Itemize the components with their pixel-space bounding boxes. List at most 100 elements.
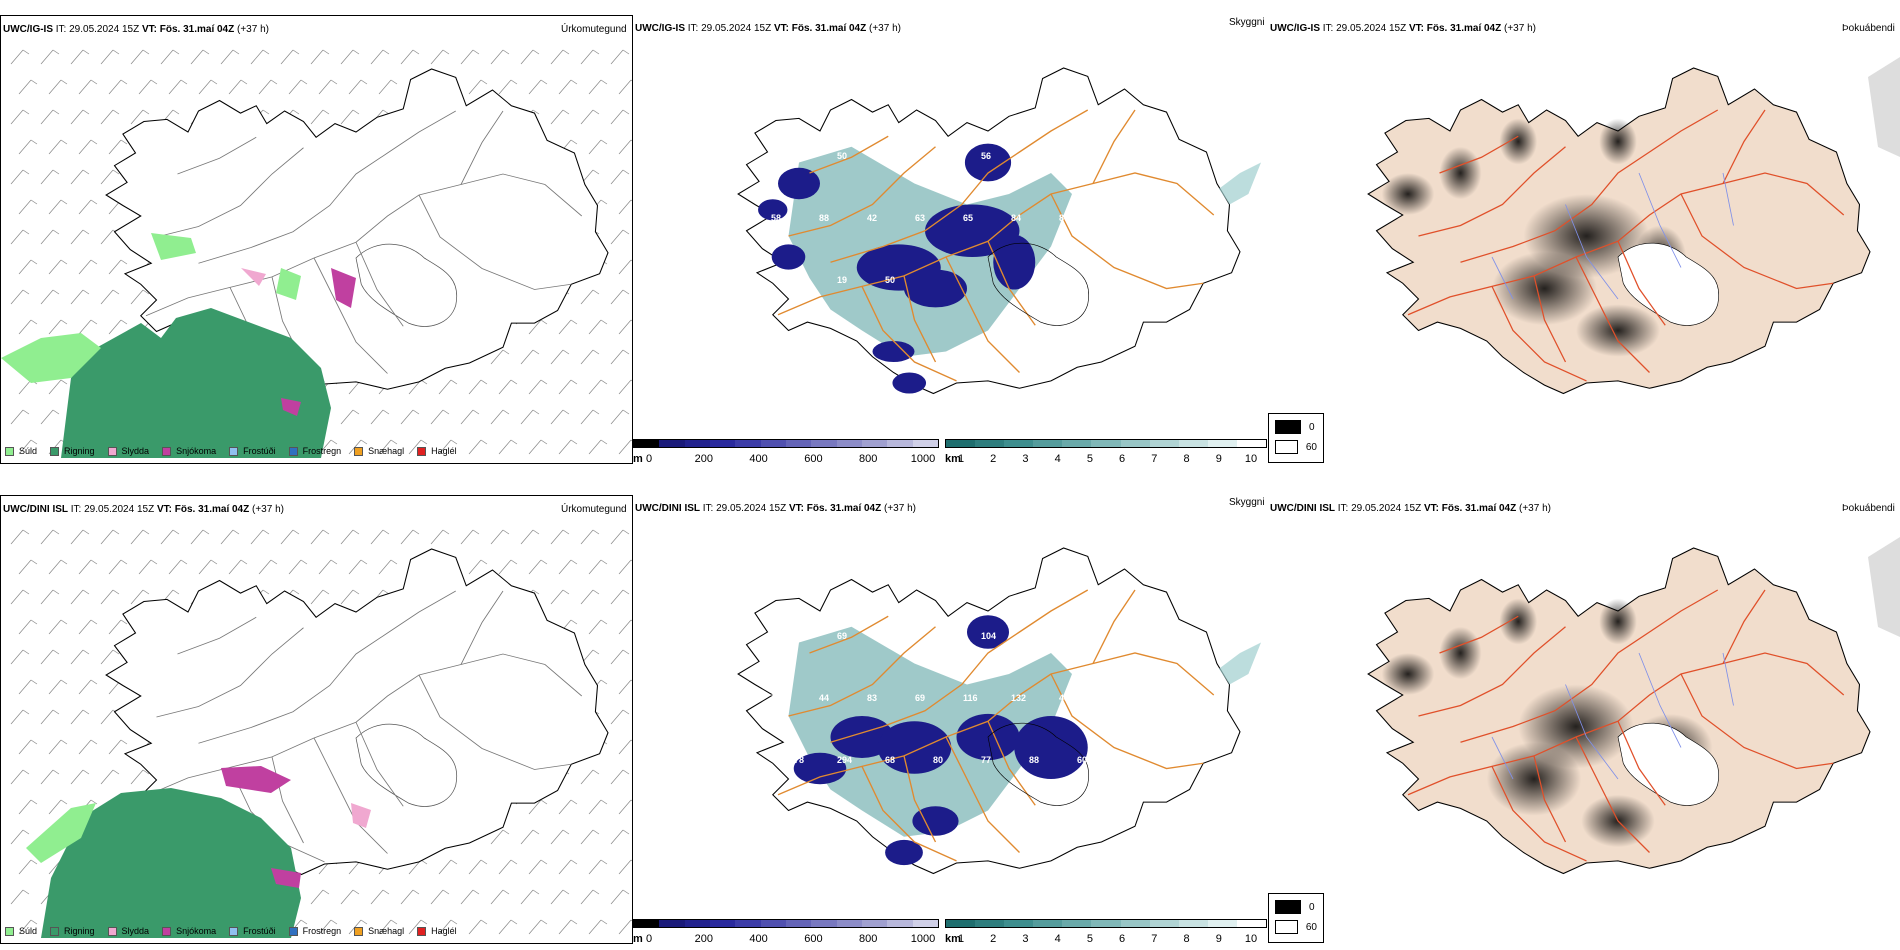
panel-title: UWC/IG-IS IT: 29.05.2024 15Z VT: Fös. 31…	[1270, 23, 1536, 34]
legend-label: Rigning	[64, 446, 95, 456]
colorbar-tick: 200	[694, 933, 713, 944]
road-network	[145, 110, 583, 383]
legend-item: Frostregn	[288, 926, 341, 936]
cloud-base-label: 90	[963, 89, 973, 99]
visibility-colorbar	[945, 439, 1267, 448]
cloud-base-label: 83	[867, 693, 877, 703]
colorbar-tick: 600	[804, 453, 823, 464]
cloud-base-label: 51	[885, 151, 895, 161]
legend-item: Snæhagl	[354, 446, 404, 456]
colorbar-tick: 1000	[910, 933, 936, 944]
legend-swatch	[107, 926, 117, 936]
legend-item: Snjókoma	[162, 926, 216, 936]
legend-swatch	[50, 446, 60, 456]
precip-field	[26, 766, 371, 938]
visibility-colorbar	[945, 919, 1267, 928]
colorbar-tick: 8	[1183, 453, 1190, 464]
cloud-base-label: 124	[741, 631, 756, 641]
legend-label: Haglél	[431, 926, 457, 936]
visibility-colorbar-unit: km	[945, 453, 961, 464]
fog-legend-item: 60	[1275, 440, 1317, 454]
field-name: Skyggni	[1229, 497, 1265, 508]
cloud-base-colorbar-ticks: 0 200 400 600 800 1000	[645, 453, 939, 464]
cloud-base-label: 40	[819, 89, 829, 99]
legend-label: Haglél	[431, 446, 457, 456]
field-name: Úrkomutegund	[561, 24, 627, 35]
cloud-base-label: 294	[837, 755, 852, 765]
cloud-base-label: 56	[981, 151, 991, 161]
cloud-base-label: 61	[867, 89, 877, 99]
cloud-base-panel-bottom: UWC/DINI ISL IT: 29.05.2024 15Z VT: Fös.…	[633, 495, 1268, 944]
cloud-base-label: 92	[723, 89, 733, 99]
cloud-base-label: 81	[723, 693, 733, 703]
colorbar-tick: 4	[1054, 933, 1061, 944]
precip-type-panel-top: UWC/IG-IS IT: 29.05.2024 15Z VT: Fös. 31…	[0, 15, 633, 464]
colorbar-tick: 1000	[910, 453, 936, 464]
legend-label: Snæhagl	[368, 926, 405, 936]
cloud-base-label: 285	[1059, 89, 1074, 99]
cloud-base-label: 50	[837, 151, 847, 161]
colorbar-tick: 2	[990, 933, 997, 944]
fog-legend-label: 0	[1309, 421, 1315, 433]
precip-legend: Súld Rigning Slydda Snjókoma Frostúði Frostre…	[5, 926, 470, 936]
legend-item: Frostúði	[229, 446, 276, 456]
legend-item: Frostregn	[288, 446, 341, 456]
road-network	[1407, 109, 1845, 382]
cloud-base-label: 13	[741, 275, 751, 285]
legend-item: Haglél	[417, 926, 457, 936]
colorbar-tick: 1	[957, 933, 965, 944]
cloud-base-label: 302	[1077, 151, 1092, 161]
fog-legend-label: 0	[1309, 901, 1315, 913]
cloud-base-label: 69	[837, 631, 847, 641]
cloud-base-label: 42	[867, 213, 877, 223]
colorbar-tick: 400	[749, 453, 768, 464]
colorbar-tick: 200	[694, 453, 713, 464]
cloud-base-map: 80 72 60 68 33 52 195 63 124 72 69 80 95 104 53 62 81 78 4…	[723, 547, 1261, 875]
cloud-base-label: 80	[723, 569, 733, 579]
legend-item: Slydda	[107, 446, 149, 456]
cloud-base-label: 75	[741, 755, 751, 765]
fog-legend-swatch	[1275, 900, 1301, 914]
cloud-base-colorbar	[633, 919, 939, 928]
river-network	[1491, 172, 1734, 300]
cloud-base-label: 31	[915, 89, 925, 99]
fog-legend: 0 60	[1268, 413, 1324, 463]
cloud-base-label: 48	[1059, 693, 1069, 703]
cloud-base-field	[793, 615, 1088, 866]
cloud-base-label: 95	[933, 631, 943, 641]
legend-swatch	[50, 926, 60, 936]
colorbar-tick: 0	[645, 453, 653, 464]
cloud-base-label: 85	[723, 213, 733, 223]
colorbar-tick: 600	[804, 933, 823, 944]
legend-item: Rigning	[50, 926, 95, 936]
fog-legend-item: 0	[1275, 900, 1317, 914]
colorbar-tick: 9	[1215, 453, 1222, 464]
colorbar-tick: 800	[859, 453, 878, 464]
cloud-base-label: 60	[819, 569, 829, 579]
colorbar-tick: 7	[1151, 933, 1158, 944]
cloud-base-label: 77	[981, 755, 991, 765]
colorbar-tick: 5	[1086, 933, 1093, 944]
cloud-base-label: 78	[771, 693, 781, 703]
legend-item: Haglél	[417, 446, 457, 456]
legend-label: Súld	[19, 446, 38, 456]
cloud-base-label: 19	[837, 275, 847, 285]
colorbar-tick: 1	[957, 453, 965, 464]
legend-item: Frostúði	[229, 926, 276, 936]
fog-legend-swatch	[1275, 440, 1298, 454]
cloud-base-label: 33	[915, 569, 925, 579]
legend-item: Rigning	[50, 446, 95, 456]
road-network	[1407, 589, 1845, 862]
legend-label: Rigning	[64, 926, 95, 936]
visibility-colorbar-ticks: 1 2 3 4 5 6 7 8 9 10	[957, 933, 1267, 944]
cloud-base-label: 12	[789, 275, 799, 285]
cloud-base-field	[758, 143, 1036, 394]
panel-title: UWC/DINI ISL IT: 29.05.2024 15Z VT: Fös.…	[635, 503, 916, 514]
cloud-base-label: 63	[1059, 569, 1069, 579]
cloud-base-label: 178	[789, 755, 804, 765]
colorbar-tick: 6	[1119, 453, 1126, 464]
legend-swatch	[354, 926, 364, 936]
cloud-base-label: 68	[885, 755, 895, 765]
cloud-base-map: 92 86 40 61 31 90 69 285 46 72 50 51 69 56 71 302 85 58 88…	[723, 67, 1261, 395]
legend-swatch	[229, 926, 239, 936]
